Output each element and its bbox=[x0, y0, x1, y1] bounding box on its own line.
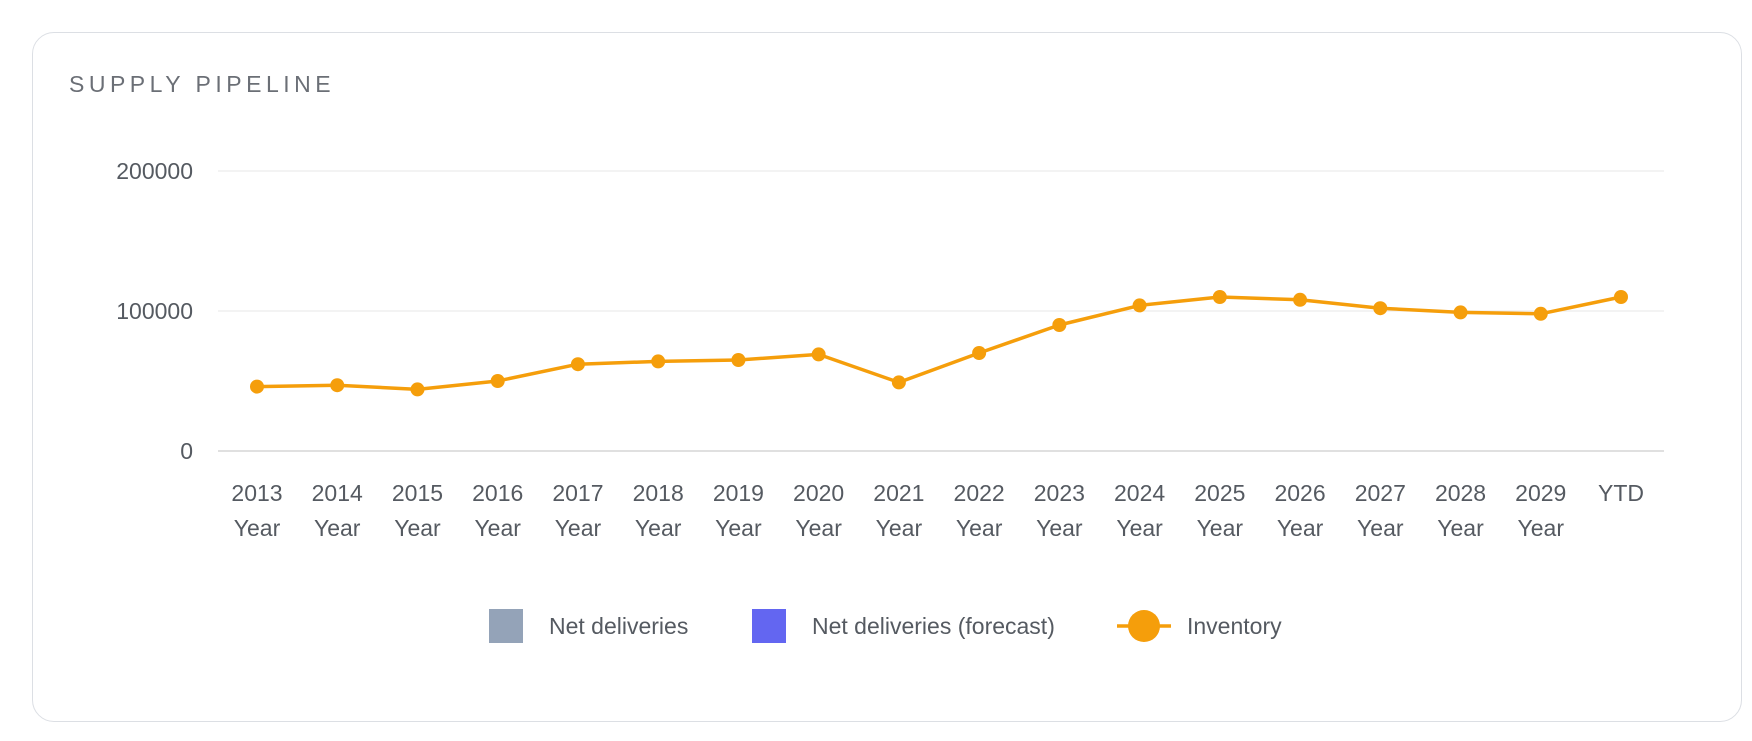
inventory-point bbox=[490, 374, 505, 388]
x-tick-label: 2028 Year bbox=[1435, 480, 1486, 541]
x-tick-label: 2013 Year bbox=[231, 480, 282, 541]
x-tick-label: 2014 Year bbox=[312, 480, 363, 541]
x-tick-label: YTD bbox=[1598, 480, 1644, 506]
inventory-point bbox=[731, 353, 746, 367]
inventory-point bbox=[811, 347, 826, 362]
x-tick-label: 2027 Year bbox=[1355, 480, 1406, 541]
inventory-point bbox=[1212, 290, 1227, 304]
y-axis-ticks: 200000 100000 0 bbox=[116, 158, 193, 464]
inventory-point bbox=[1614, 290, 1628, 304]
inventory-point bbox=[410, 382, 425, 397]
x-tick-label: 2016 Year bbox=[472, 480, 523, 541]
inventory-point bbox=[1533, 306, 1548, 321]
inventory-point bbox=[570, 357, 585, 372]
x-tick-label: 2023 Year bbox=[1034, 480, 1085, 541]
legend-swatch bbox=[489, 609, 523, 643]
series-layer bbox=[250, 290, 1628, 397]
inventory-point bbox=[972, 346, 987, 360]
legend: Net deliveries Net deliveries (forecast) I… bbox=[489, 609, 1282, 643]
inventory-point bbox=[1453, 305, 1468, 320]
x-tick-label: 2019 Year bbox=[713, 480, 764, 541]
inventory-point bbox=[330, 378, 345, 393]
x-tick-label: 2018 Year bbox=[633, 480, 684, 541]
inventory-point bbox=[250, 379, 264, 394]
y-tick-label: 100000 bbox=[116, 298, 193, 324]
legend-label: Net deliveries (forecast) bbox=[812, 613, 1055, 639]
x-tick-label: 2021 Year bbox=[873, 480, 924, 541]
x-tick-label: 2015 Year bbox=[392, 480, 443, 541]
legend-label: Net deliveries bbox=[549, 613, 688, 639]
x-tick-label: 2025 Year bbox=[1194, 480, 1245, 541]
inventory-point bbox=[651, 354, 666, 369]
x-tick-label: 2029 Year bbox=[1515, 480, 1566, 541]
inventory-point bbox=[891, 375, 906, 390]
inventory-line bbox=[255, 295, 1623, 392]
inventory-point bbox=[1052, 318, 1067, 332]
x-tick-label: 2024 Year bbox=[1114, 480, 1165, 541]
legend-label: Inventory bbox=[1187, 613, 1282, 639]
y-tick-label: 0 bbox=[180, 438, 193, 464]
legend-swatch bbox=[752, 609, 786, 643]
x-axis-ticks: 2013 Year 2014 Year 2015 Year 2016 Year 2017 Year… bbox=[231, 480, 1644, 541]
legend-marker-swatch bbox=[1128, 610, 1160, 642]
x-tick-label: 2026 Year bbox=[1274, 480, 1325, 541]
x-tick-label: 2022 Year bbox=[954, 480, 1005, 541]
y-tick-label: 200000 bbox=[116, 158, 193, 184]
inventory-point bbox=[1132, 298, 1147, 313]
inventory-point bbox=[1293, 292, 1308, 307]
x-tick-label: 2020 Year bbox=[793, 480, 844, 541]
x-tick-label: 2017 Year bbox=[552, 480, 603, 541]
inventory-point bbox=[1373, 301, 1388, 316]
card-title: SUPPLY PIPELINE bbox=[69, 71, 336, 97]
